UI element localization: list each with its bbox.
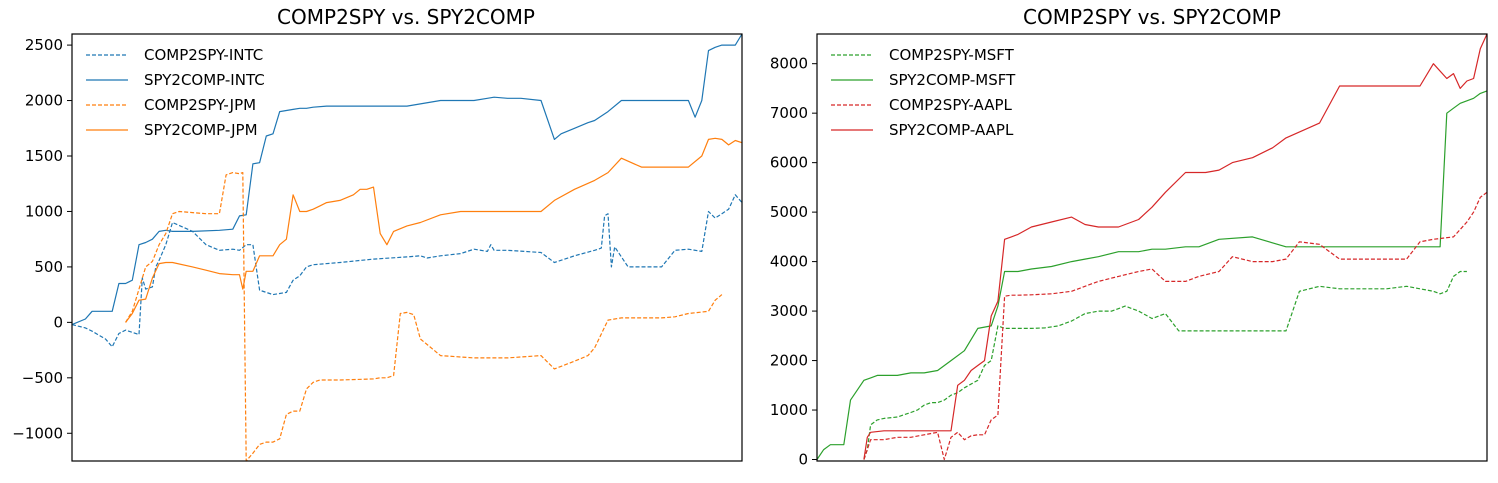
right-chart-y-tick-label: 6000 xyxy=(770,154,808,172)
right-chart-legend-label: SPY2COMP-AAPL xyxy=(889,121,1014,139)
right-chart-legend-label: SPY2COMP-MSFT xyxy=(889,71,1016,89)
right-chart-series-comp2spy-msft xyxy=(863,270,1467,460)
right-chart-series-spy2comp-msft xyxy=(816,90,1488,460)
left-chart-series-comp2spy-intc xyxy=(71,194,743,348)
right-chart-y-tick-label: 4000 xyxy=(770,253,808,271)
left-chart-legend: COMP2SPY-INTC SPY2COMP-INTC COMP2SPY-JPM SP… xyxy=(86,46,265,139)
left-chart-y-tick-label: 2500 xyxy=(25,36,63,54)
left-chart-y-tick-label: 1500 xyxy=(25,147,63,165)
right-chart-series-spy2comp-aapl xyxy=(863,33,1488,460)
right-chart-y-tick-label: 8000 xyxy=(770,55,808,73)
left-chart-legend-label: COMP2SPY-INTC xyxy=(144,46,263,64)
left-chart-series-spy2comp-intc xyxy=(71,33,743,326)
right-chart-plot-frame xyxy=(816,33,1488,462)
left-chart-y-tick-label: 500 xyxy=(34,258,63,276)
left-chart-y-tick-label: −500 xyxy=(22,369,63,387)
right-chart-legend-label: COMP2SPY-AAPL xyxy=(889,96,1012,114)
left-chart-series-comp2spy-jpm xyxy=(125,172,723,462)
left-chart: COMP2SPY vs. SPY2COMP 2500 2000 1500 1000 50… xyxy=(12,5,743,462)
right-chart-y-tick-label: 3000 xyxy=(770,302,808,320)
left-chart-y-tick-label: −1000 xyxy=(12,424,63,442)
right-chart: COMP2SPY vs. SPY2COMP 8000 7000 6000 5000 40… xyxy=(770,5,1488,469)
right-chart-title: COMP2SPY vs. SPY2COMP xyxy=(1023,5,1281,29)
right-chart-y-tick-label: 5000 xyxy=(770,203,808,221)
right-chart-y-tick-label: 2000 xyxy=(770,352,808,370)
left-chart-legend-label: SPY2COMP-JPM xyxy=(144,121,258,139)
right-chart-legend-label: COMP2SPY-MSFT xyxy=(889,46,1015,64)
left-chart-series-spy2comp-jpm xyxy=(125,137,743,323)
right-chart-y-axis: 8000 7000 6000 5000 4000 3000 2000 1000 0 xyxy=(770,55,817,469)
right-chart-series-comp2spy-aapl xyxy=(863,191,1488,461)
left-chart-y-axis: 2500 2000 1500 1000 500 0 −500 −1000 xyxy=(12,36,72,442)
left-chart-series xyxy=(71,33,743,462)
left-chart-plot-frame xyxy=(71,33,743,462)
left-chart-legend-label: COMP2SPY-JPM xyxy=(144,96,256,114)
left-chart-legend-label: SPY2COMP-INTC xyxy=(144,71,265,89)
left-chart-y-tick-label: 1000 xyxy=(25,202,63,220)
right-chart-series xyxy=(816,33,1488,461)
left-chart-y-tick-label: 2000 xyxy=(25,92,63,110)
right-chart-legend: COMP2SPY-MSFT SPY2COMP-MSFT COMP2SPY-AAPL S… xyxy=(831,46,1016,139)
left-chart-title: COMP2SPY vs. SPY2COMP xyxy=(277,5,535,29)
right-chart-y-tick-label: 0 xyxy=(798,451,808,469)
right-chart-y-tick-label: 1000 xyxy=(770,401,808,419)
left-chart-y-tick-label: 0 xyxy=(53,313,63,331)
right-chart-y-tick-label: 7000 xyxy=(770,104,808,122)
